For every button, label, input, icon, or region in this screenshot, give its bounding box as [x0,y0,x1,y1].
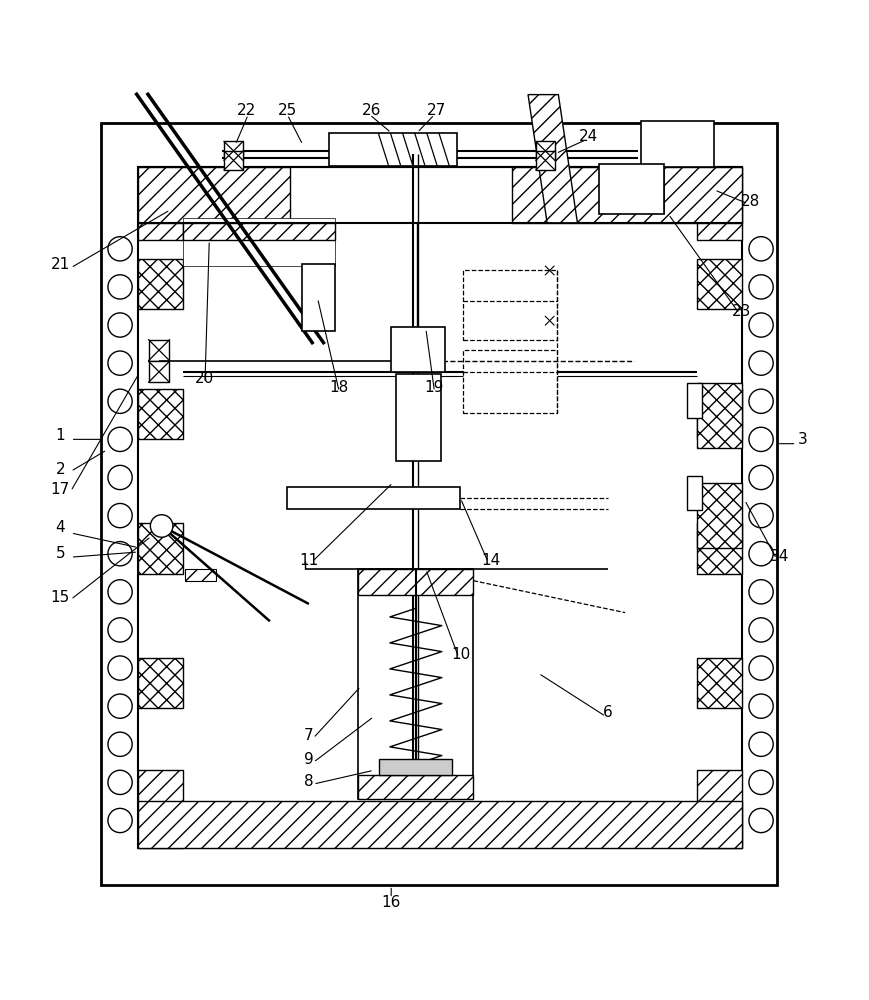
Text: 5: 5 [56,546,65,561]
Bar [138,167,290,223]
Bar [185,569,216,581]
Bar [138,259,183,309]
Bar [138,167,183,240]
Bar [138,658,183,708]
Bar [697,259,742,309]
Bar [697,483,742,548]
Bar [391,327,445,372]
Bar [138,167,742,848]
Text: 15: 15 [50,590,70,605]
Text: 11: 11 [299,553,319,568]
Bar [536,151,555,170]
Text: 2: 2 [56,462,65,477]
Text: 28: 28 [741,194,760,209]
Text: 20: 20 [196,371,215,386]
Bar [149,340,169,361]
Bar [358,569,474,595]
Text: 9: 9 [304,752,314,767]
Bar [697,770,742,848]
Bar [224,141,243,160]
Bar [463,350,557,413]
Bar [138,801,742,848]
Text: 21: 21 [50,257,70,272]
Bar [513,167,742,223]
Text: 18: 18 [329,380,348,395]
Bar [697,523,742,574]
Bar [183,218,335,266]
Bar [138,389,183,439]
Bar [101,123,777,885]
Text: 34: 34 [770,549,789,564]
Circle shape [150,515,173,537]
Bar [302,264,335,331]
Text: 8: 8 [304,774,314,789]
Text: 22: 22 [237,103,256,118]
Bar [463,270,557,340]
Bar [358,569,474,799]
Text: 23: 23 [733,304,752,319]
Bar [328,133,457,166]
Bar [395,374,441,461]
Bar [149,361,169,382]
Bar [288,487,461,509]
Text: 6: 6 [603,705,613,720]
Bar [536,141,555,160]
Text: 3: 3 [798,432,807,447]
Bar [697,658,742,708]
Bar [697,389,742,439]
Text: 26: 26 [362,103,381,118]
Bar [380,759,452,775]
Bar [599,164,664,214]
Text: 19: 19 [425,380,444,395]
Text: 24: 24 [579,129,599,144]
Text: 4: 4 [56,520,65,535]
Bar [183,223,335,240]
Text: 1: 1 [56,428,65,443]
Bar [640,121,714,167]
Bar [358,775,474,799]
Bar [687,476,702,510]
Bar [224,151,243,170]
Text: 25: 25 [277,103,297,118]
Bar [697,383,742,448]
Text: 17: 17 [50,482,70,497]
Bar [687,383,702,418]
Text: 16: 16 [381,895,401,910]
Text: 14: 14 [481,553,501,568]
Text: 27: 27 [427,103,446,118]
Text: 10: 10 [451,647,470,662]
Bar [697,167,742,240]
Polygon shape [528,95,577,223]
Bar [138,770,183,848]
Text: 7: 7 [304,728,314,743]
Bar [138,523,183,574]
